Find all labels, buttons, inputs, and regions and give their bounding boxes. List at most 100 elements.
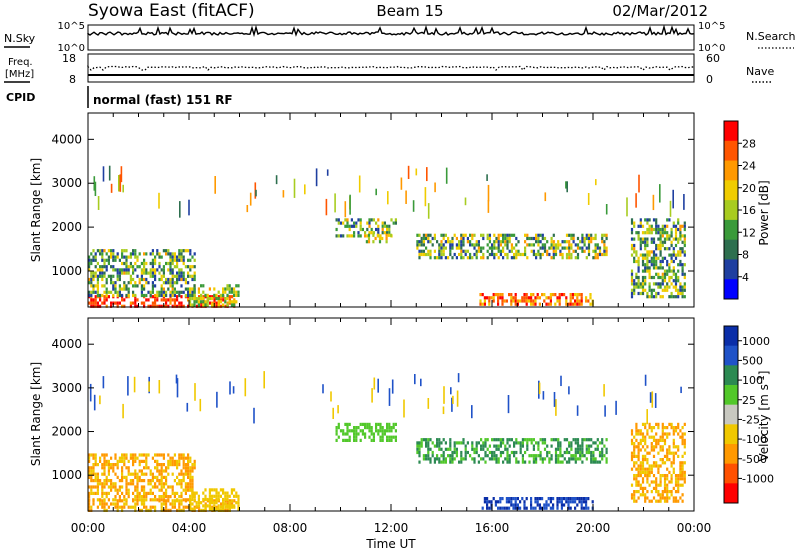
data-cell <box>679 464 682 468</box>
data-cell <box>103 284 106 288</box>
data-cell <box>136 488 139 492</box>
data-streak <box>652 194 655 211</box>
data-cell <box>429 233 432 237</box>
data-cell <box>641 458 645 462</box>
data-cell <box>661 279 664 283</box>
data-cell <box>539 240 542 244</box>
data-cell <box>94 252 97 256</box>
data-cell <box>526 438 529 442</box>
data-cell <box>180 479 183 483</box>
data-cell <box>129 456 132 460</box>
data-cell <box>568 460 571 464</box>
data-cell <box>637 490 640 494</box>
data-cell <box>385 233 388 237</box>
data-cell <box>103 472 106 476</box>
data-streak <box>263 371 265 389</box>
data-cell <box>644 435 647 439</box>
data-cell <box>350 429 353 433</box>
data-cell <box>222 504 225 508</box>
data-cell <box>132 482 135 486</box>
data-cell <box>681 493 684 497</box>
data-cell <box>556 500 559 504</box>
data-cell <box>641 256 645 260</box>
data-cell <box>375 426 378 430</box>
data-cell <box>674 451 678 455</box>
data-cell <box>90 304 93 308</box>
colorbar-segment <box>724 219 738 241</box>
data-cell <box>644 448 647 452</box>
data-cell <box>574 293 577 297</box>
data-cell <box>184 482 187 486</box>
data-cell <box>668 470 671 474</box>
data-cell <box>565 296 568 300</box>
data-cell <box>491 243 494 247</box>
data-cell <box>648 288 651 292</box>
data-cell <box>182 498 185 502</box>
data-cell <box>581 447 584 451</box>
data-cell <box>364 435 367 439</box>
data-cell <box>659 237 662 241</box>
data-cell <box>453 457 456 461</box>
colorbar-tick-label: 24 <box>742 160 756 173</box>
data-cell <box>365 240 368 244</box>
data-cell <box>659 458 662 462</box>
data-cell <box>143 287 146 291</box>
data-cell <box>666 486 669 490</box>
data-cell <box>475 256 478 260</box>
data-cell <box>191 274 194 278</box>
data-cell <box>646 458 649 462</box>
data-cell <box>486 296 489 300</box>
data-cell <box>96 277 99 282</box>
data-cell <box>116 252 119 256</box>
data-cell <box>193 297 196 301</box>
data-cell <box>663 499 667 503</box>
data-cell <box>187 459 190 463</box>
data-cell <box>182 472 185 476</box>
data-cell <box>191 488 194 492</box>
data-streak <box>603 384 605 397</box>
data-cell <box>677 477 680 481</box>
data-cell <box>180 453 183 457</box>
data-streak <box>595 179 597 186</box>
data-cell <box>222 293 225 297</box>
data-cell <box>103 469 106 473</box>
data-cell <box>477 454 480 458</box>
data-cell <box>110 456 113 460</box>
data-cell <box>127 287 130 291</box>
data-cell <box>197 287 200 291</box>
data-cell <box>171 258 174 262</box>
data-cell <box>193 277 196 282</box>
data-cell <box>661 256 664 260</box>
data-cell <box>169 271 172 275</box>
data-streak <box>568 386 570 395</box>
data-cell <box>663 496 667 500</box>
data-cell <box>184 281 187 285</box>
data-cell <box>103 459 106 463</box>
data-cell <box>601 454 604 458</box>
data-cell <box>90 274 93 278</box>
data-cell <box>167 268 170 272</box>
data-cell <box>513 233 516 237</box>
freq-tick-bottom-left: 8 <box>69 73 76 86</box>
data-cell <box>379 426 382 430</box>
data-cell <box>162 495 165 499</box>
data-cell <box>677 240 680 244</box>
data-cell <box>639 461 642 465</box>
data-cell <box>121 469 124 473</box>
data-cell <box>346 426 349 430</box>
data-cell <box>488 252 491 257</box>
data-cell <box>605 246 608 250</box>
data-cell <box>635 445 638 449</box>
data-cell <box>339 234 343 238</box>
data-cell <box>672 221 675 225</box>
data-cell <box>464 454 467 458</box>
data-cell <box>176 304 179 308</box>
data-cell <box>165 301 168 305</box>
data-cell <box>652 250 656 254</box>
data-cell <box>661 295 664 299</box>
data-cell <box>672 442 675 446</box>
data-cell <box>639 253 642 257</box>
data-cell <box>644 266 647 270</box>
data-cell <box>103 265 106 269</box>
data-cell <box>581 249 584 253</box>
